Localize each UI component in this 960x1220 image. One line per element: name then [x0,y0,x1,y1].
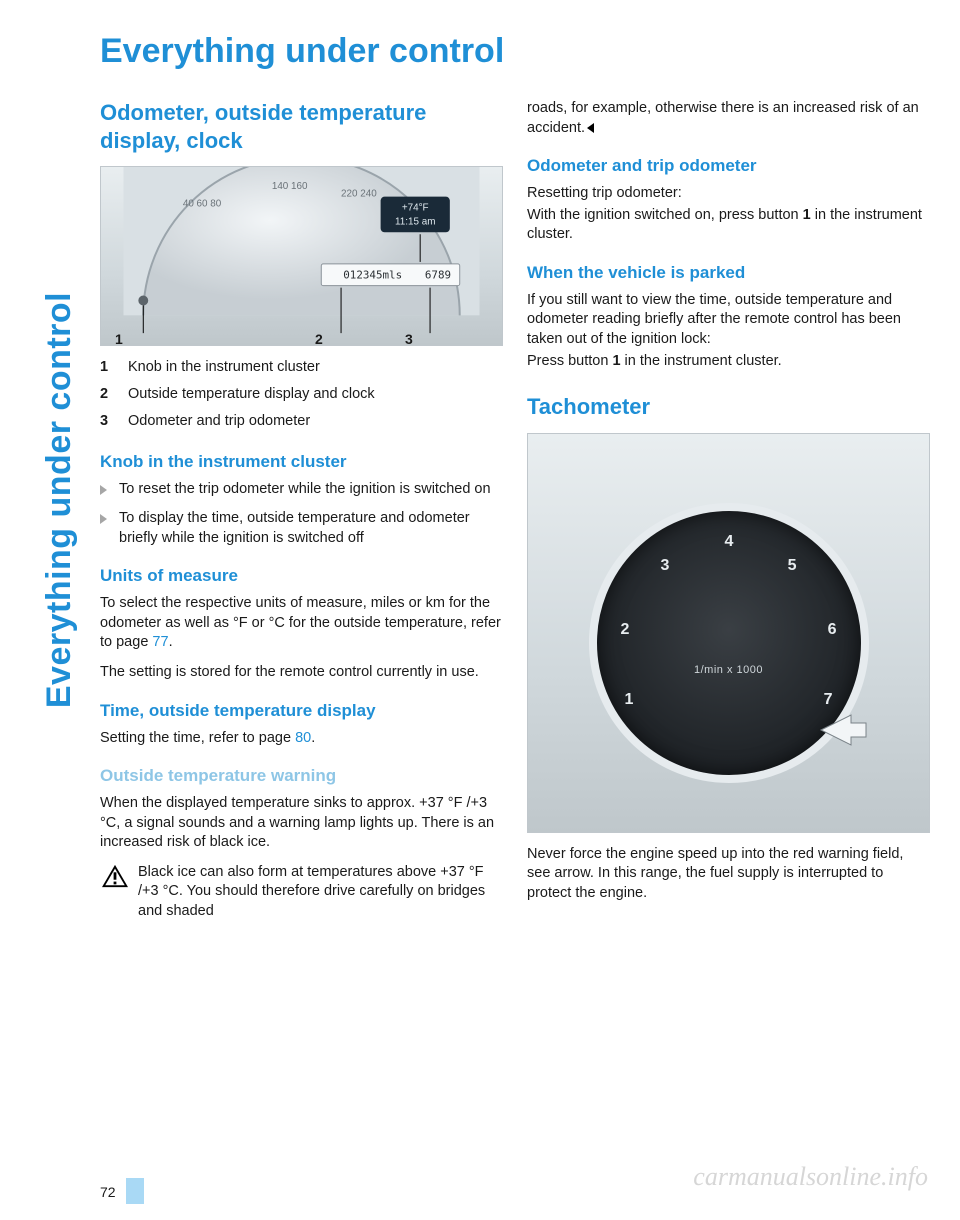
page-link-80[interactable]: 80 [295,730,311,746]
fig1-callout-1: 1 [115,331,123,347]
columns: Odometer, outside temperature display, c… [100,99,930,931]
page-link-77[interactable]: 77 [152,634,168,650]
figure-tachometer: 1/min x 1000 1 2 3 4 5 6 7 [527,433,930,833]
time-paragraph: Setting the time, refer to page 80. [100,729,503,749]
knob-list: To reset the trip odometer while the ign… [100,480,503,549]
tachometer-gauge: 1/min x 1000 1 2 3 4 5 6 7 [589,503,869,783]
page-number-bar [126,1178,144,1204]
heading-knob: Knob in the instrument cluster [100,452,503,472]
heading-temp-warning: Outside temperature warning [100,766,503,786]
figure-instrument-cluster: +74°F 11:15 am 012345mls 6789 40 60 80 1… [100,166,503,346]
heading-odometer: Odometer and trip odometer [527,156,930,176]
column-right: roads, for example, otherwise there is a… [527,99,930,931]
fig1-callout-3: 3 [405,331,413,347]
warning-block: Black ice can also form at temperatures … [100,863,503,922]
parked-paragraph-1: If you still want to view the time, outs… [527,291,930,350]
gauge-number: 4 [725,533,734,551]
text: roads, for example, otherwise there is a… [527,100,919,136]
svg-text:140 160: 140 160 [272,181,308,192]
odo-paragraph-1: Resetting trip odometer: [527,184,930,204]
page-footer: 72 carmanualsonline.info [0,1160,960,1200]
page-content: Everything under control Odometer, outsi… [100,32,930,1150]
gauge-number: 1 [625,691,634,709]
legend-item: 3 Odometer and trip odometer [100,410,503,433]
text: Press button [527,353,612,369]
warning-text: Black ice can also form at temperatures … [138,863,503,922]
svg-text:220 240: 220 240 [341,189,377,200]
page-number: 72 [100,1184,116,1200]
column-left: Odometer, outside temperature display, c… [100,99,503,931]
end-triangle-icon [587,123,594,133]
gauge-number: 2 [621,621,630,639]
button-ref: 1 [803,207,811,223]
gauge-number: 5 [788,557,797,575]
list-item: To display the time, outside temperature… [100,509,503,548]
legend-num: 2 [100,383,114,406]
list-text: To display the time, outside temperature… [119,509,503,548]
text: . [311,730,315,746]
text: With the ignition switched on, press but… [527,207,803,223]
figure-legend: 1 Knob in the instrument cluster 2 Outsi… [100,356,503,434]
section-title-odometer: Odometer, outside temperature display, c… [100,99,503,154]
svg-text:40 60 80: 40 60 80 [183,199,222,210]
list-item: To reset the trip odometer while the ign… [100,480,503,500]
cluster-illustration: +74°F 11:15 am 012345mls 6789 40 60 80 1… [101,167,502,345]
list-text: To reset the trip odometer while the ign… [119,480,491,500]
page-title: Everything under control [100,32,930,71]
gauge-label: 1/min x 1000 [694,664,763,676]
parked-paragraph-2: Press button 1 in the instrument cluster… [527,352,930,372]
button-ref: 1 [612,353,620,369]
heading-units: Units of measure [100,566,503,586]
continuation-paragraph: roads, for example, otherwise there is a… [527,99,930,138]
svg-text:012345mls: 012345mls [343,269,402,282]
legend-item: 1 Knob in the instrument cluster [100,356,503,379]
svg-text:11:15 am: 11:15 am [395,216,435,227]
triangle-bullet-icon [100,485,107,495]
tachometer-paragraph: Never force the engine speed up into the… [527,845,930,904]
svg-text:+74°F: +74°F [402,203,429,214]
sidebar-title: Everything under control [40,292,79,708]
warning-paragraph-1: When the displayed temperature sinks to … [100,794,503,853]
heading-time: Time, outside temperature display [100,701,503,721]
triangle-bullet-icon [100,514,107,524]
text: in the instrument cluster. [621,353,782,369]
legend-text: Odometer and trip odometer [128,410,310,433]
fig1-callout-2: 2 [315,331,323,347]
text: Setting the time, refer to page [100,730,295,746]
warning-triangle-icon [100,863,130,889]
heading-parked: When the vehicle is parked [527,263,930,283]
legend-num: 1 [100,356,114,379]
watermark: carmanualsonline.info [693,1162,928,1192]
gauge-number: 6 [828,621,837,639]
legend-text: Knob in the instrument cluster [128,356,320,379]
gauge-number: 3 [661,557,670,575]
units-paragraph-2: The setting is stored for the remote con… [100,663,503,683]
svg-text:6789: 6789 [425,269,451,282]
legend-num: 3 [100,410,114,433]
legend-text: Outside temperature display and clock [128,383,375,406]
arrow-icon [811,705,871,755]
units-paragraph-1: To select the respective units of measur… [100,594,503,653]
odo-paragraph-2: With the ignition switched on, press but… [527,206,930,245]
text: . [169,634,173,650]
legend-item: 2 Outside temperature display and clock [100,383,503,406]
section-title-tachometer: Tachometer [527,393,930,421]
